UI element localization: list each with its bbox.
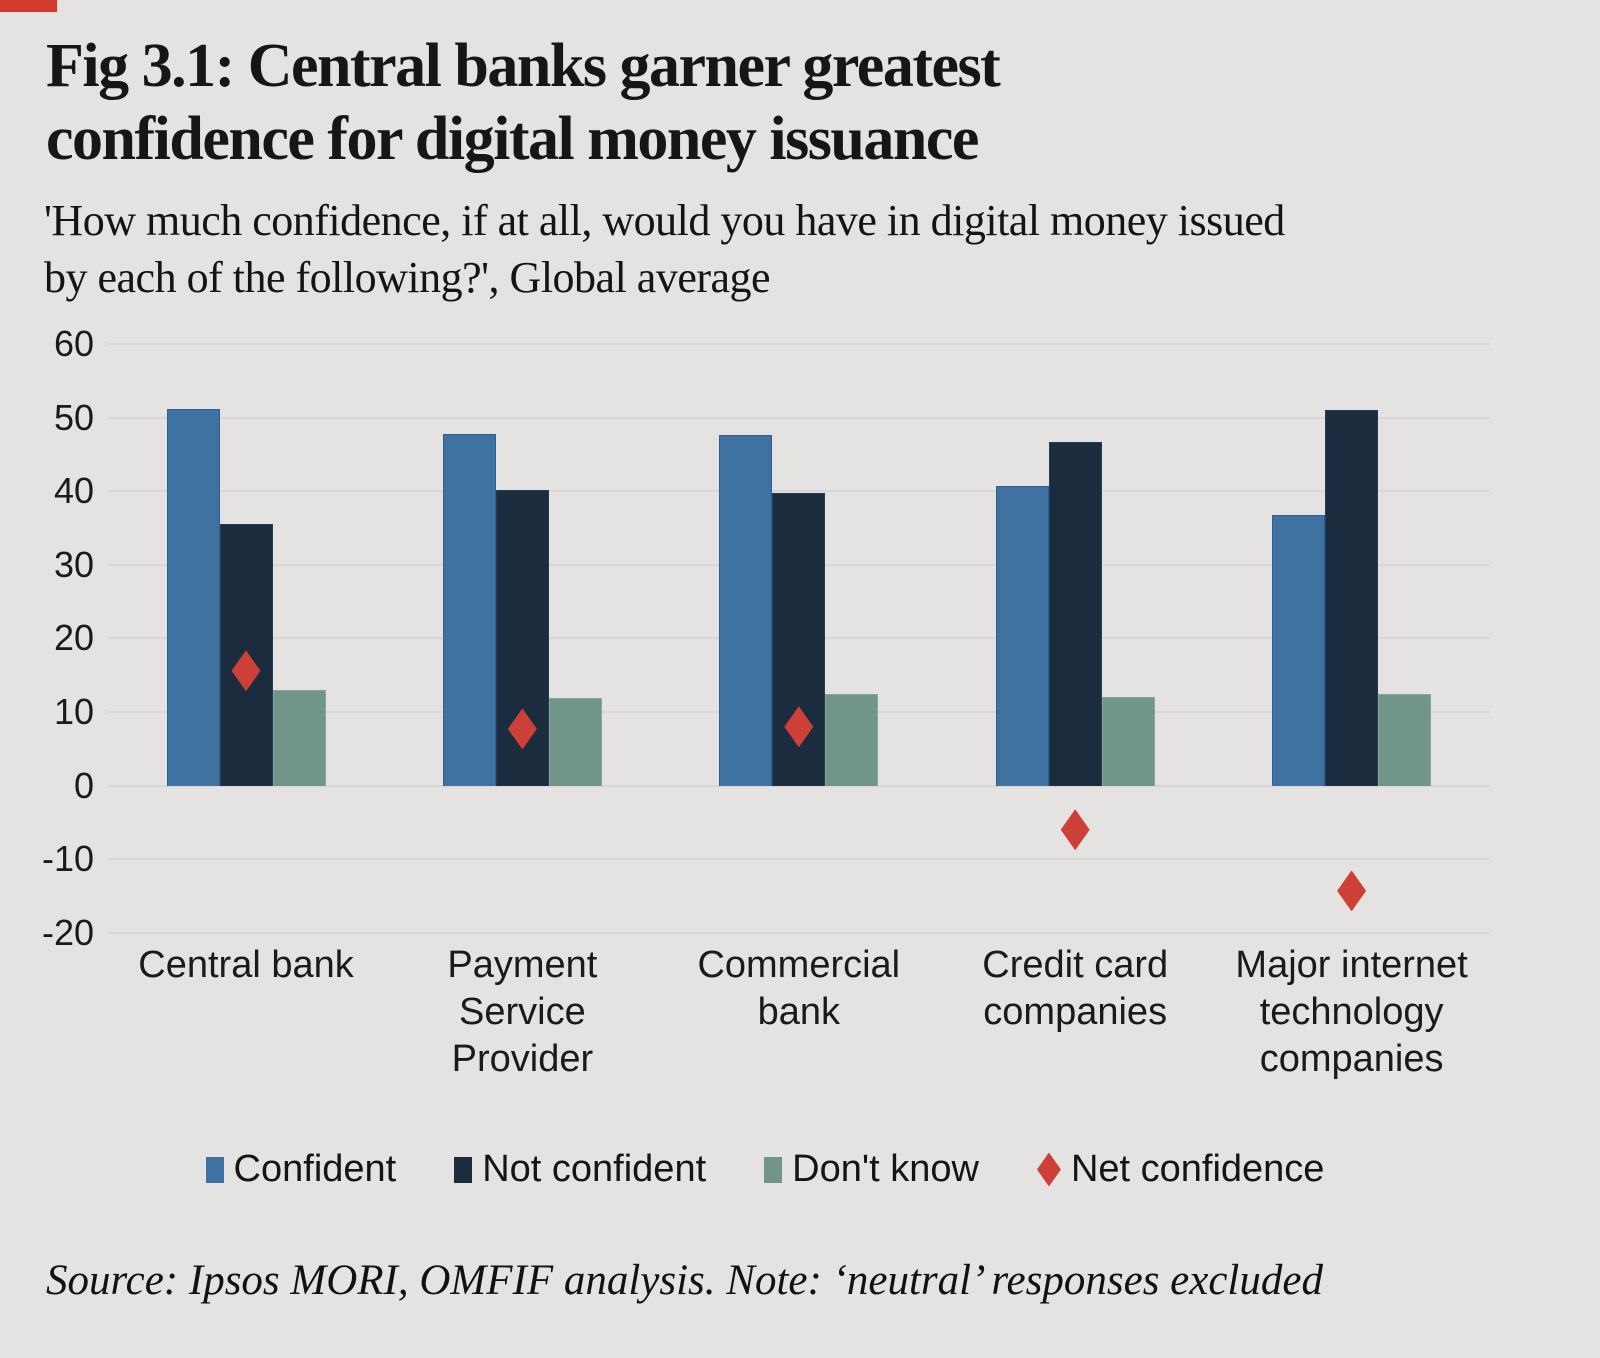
bar-confident (442, 433, 496, 786)
x-axis-category-label: Credit card companies (935, 942, 1215, 1036)
legend-label: Confident (233, 1148, 397, 1190)
legend-label: Don't know (792, 1148, 979, 1190)
gridline (108, 931, 1490, 934)
y-axis-tick-label: -20 (41, 911, 94, 953)
x-axis-category-label-line: bank (757, 991, 840, 1033)
y-axis-tick-label: 40 (53, 470, 94, 512)
x-axis-category-label-line: Major internet (1235, 944, 1468, 986)
legend-item: Don't know (764, 1148, 979, 1191)
chart-subtitle-line-2: by each of the following?', Global avera… (44, 253, 771, 302)
x-axis-category-label: Central bank (106, 942, 386, 989)
y-axis-tick-label: 10 (53, 691, 94, 732)
legend-item: Not confident (454, 1148, 706, 1191)
legend-item: Net confidence (1036, 1148, 1325, 1191)
gridline (108, 416, 1490, 419)
x-axis-category-label-line: Commercial (697, 944, 901, 986)
y-axis-tick-label: 60 (53, 323, 94, 364)
net-confidence-diamond (1060, 809, 1090, 851)
net-confidence-diamond (1337, 870, 1367, 912)
chart-legend: Confident Not confident Don't know Net conf… (0, 1148, 1530, 1191)
legend-label: Net confidence (1070, 1148, 1325, 1190)
y-axis-tick-label: -10 (41, 838, 94, 880)
legend-square-icon (454, 1156, 473, 1183)
bar-confident (1272, 515, 1326, 786)
chart-subtitle-line-1: 'How much confidence, if at all, would y… (44, 196, 1285, 245)
page-accent-bar (0, 0, 57, 12)
y-axis-tick-label: 30 (53, 543, 94, 585)
y-axis-tick-label: 50 (53, 396, 94, 438)
bar-don-t-know (272, 689, 326, 786)
y-axis-tick-label: 20 (53, 617, 94, 659)
bar-confident (719, 434, 773, 786)
chart-subtitle: 'How much confidence, if at all, would y… (44, 192, 1285, 306)
chart-title-line-1: Fig 3.1: Central banks garner greatest (46, 32, 1001, 100)
bar-don-t-know (825, 694, 879, 786)
bar-don-t-know (1101, 696, 1155, 786)
x-axis-category-label: Major internet technology companies (1212, 942, 1492, 1083)
x-axis-category-label-line: Central bank (138, 944, 354, 986)
gridline (108, 490, 1490, 493)
y-axis-tick-label: 0 (73, 764, 94, 806)
x-axis-category-label-line: Payment (447, 944, 598, 986)
x-axis-category-label-line: companies (1259, 1038, 1444, 1080)
chart-title: Fig 3.1: Central banks garner greatest c… (46, 30, 1001, 176)
legend-diamond-icon (1036, 1152, 1061, 1187)
x-axis-category-label-line: Service (459, 991, 586, 1033)
legend-square-icon (764, 1156, 783, 1183)
gridline (108, 784, 1490, 787)
bar-not-confident (1048, 441, 1102, 786)
x-axis-category-label-line: technology (1259, 991, 1444, 1033)
gridline (108, 343, 1490, 345)
bar-don-t-know (1378, 694, 1432, 786)
bar-not-confident (1325, 410, 1379, 786)
bar-confident (166, 408, 220, 786)
chart-title-line-2: confidence for digital money issuance (46, 105, 979, 173)
x-axis-category-label: Commercial bank (659, 942, 939, 1036)
bar-confident (995, 486, 1049, 786)
legend-square-icon (205, 1156, 224, 1183)
bar-don-t-know (548, 698, 602, 786)
x-axis-category-label: Payment Service Provider (382, 942, 662, 1083)
legend-label: Not confident (482, 1148, 707, 1190)
x-axis-category-label-line: Provider (451, 1038, 594, 1080)
legend-item: Confident (205, 1148, 397, 1191)
x-axis-category-label-line: Credit card (982, 944, 1169, 986)
source-note: Source: Ipsos MORI, OMFIF analysis. Note… (46, 1257, 1323, 1304)
gridline (108, 858, 1490, 861)
x-axis-category-label-line: companies (983, 991, 1168, 1033)
